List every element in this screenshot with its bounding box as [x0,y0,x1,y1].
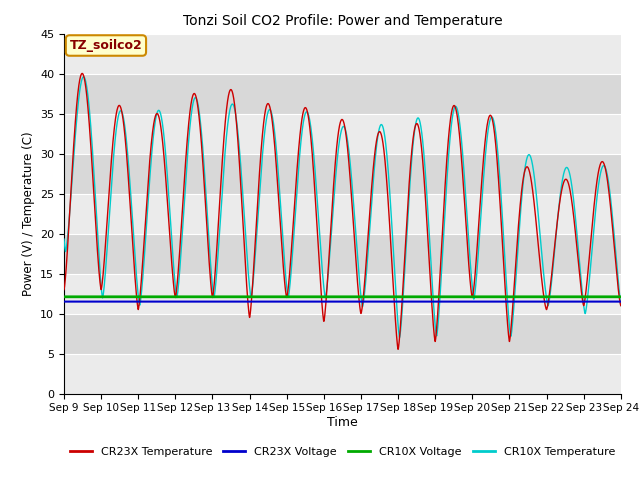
CR10X Temperature [617,302,625,308]
CR23X Temperature [394,347,402,352]
Bar [64,354,621,394]
Line: CR23X Temperature: CR23X Temperature [64,73,621,349]
CR10X Temperature [79,74,87,80]
CR10X Voltage [546,294,554,300]
CR10X Voltage [157,294,164,300]
CR10X Temperature [606,192,614,198]
Legend: CR23X Temperature, CR23X Voltage, CR10X Voltage, CR10X Temperature: CR23X Temperature, CR23X Voltage, CR10X … [65,443,620,461]
CR10X Voltage [606,294,614,300]
CR23X Voltage [617,299,625,304]
CR10X Voltage [617,294,625,300]
CR23X Temperature [157,123,164,129]
CR23X Voltage [60,299,68,304]
CR23X Temperature [274,183,282,189]
Bar [64,274,621,313]
CR10X Temperature [274,163,282,168]
CR23X Temperature [617,303,625,309]
CR10X Voltage [274,294,282,300]
CR23X Temperature [78,71,86,76]
CR23X Temperature [298,117,306,122]
Bar [64,154,621,193]
CR23X Temperature [124,166,132,172]
CR23X Voltage [157,299,164,304]
CR23X Voltage [298,299,305,304]
CR23X Voltage [606,299,614,304]
CR10X Temperature [157,111,164,117]
CR10X Voltage [60,294,68,300]
Title: Tonzi Soil CO2 Profile: Power and Temperature: Tonzi Soil CO2 Profile: Power and Temper… [182,14,502,28]
CR23X Voltage [124,299,131,304]
CR10X Temperature [60,236,68,242]
Bar [64,234,621,274]
CR23X Temperature [60,287,68,292]
CR23X Temperature [547,284,554,290]
Line: CR10X Temperature: CR10X Temperature [64,77,621,337]
Bar [64,34,621,73]
CR10X Voltage [124,294,131,300]
CR10X Temperature [124,151,132,157]
CR10X Voltage [298,294,305,300]
CR10X Temperature [396,335,403,340]
Bar [64,73,621,114]
CR23X Temperature [606,201,614,207]
Text: TZ_soilco2: TZ_soilco2 [70,39,142,52]
Bar [64,114,621,154]
Bar [64,193,621,234]
CR10X Temperature [298,131,306,136]
Y-axis label: Power (V) / Temperature (C): Power (V) / Temperature (C) [22,132,35,296]
CR23X Voltage [546,299,554,304]
CR23X Voltage [274,299,282,304]
Bar [64,313,621,354]
X-axis label: Time: Time [327,416,358,429]
CR10X Temperature [547,290,554,296]
